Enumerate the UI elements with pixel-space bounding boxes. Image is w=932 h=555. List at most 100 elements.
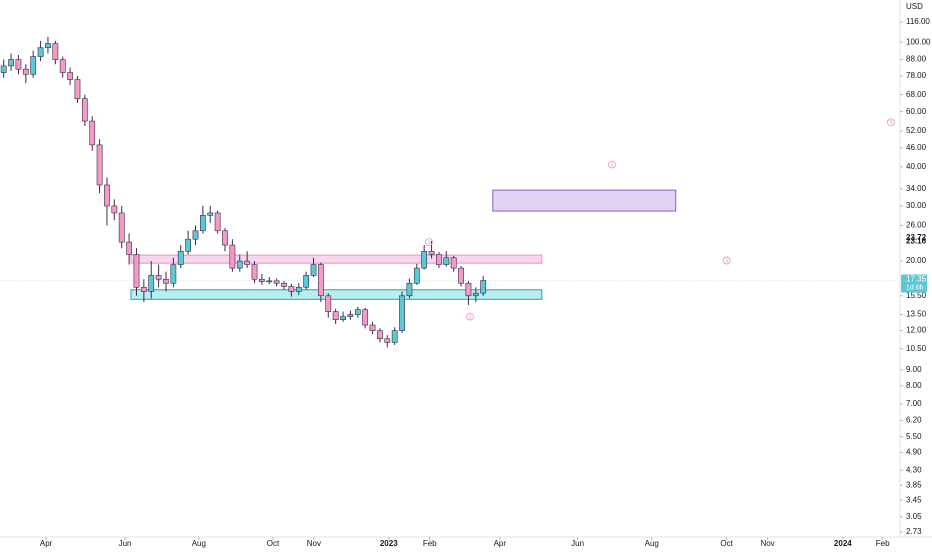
- x-tick-label: Jun: [571, 539, 584, 548]
- annotation-circle: [722, 256, 731, 265]
- current-price-label: 17.35: [906, 275, 927, 284]
- y-tick-label: 88.00: [906, 55, 927, 64]
- candle-body: [37, 47, 44, 57]
- candle-body: [52, 43, 59, 60]
- candle-body: [8, 59, 14, 67]
- x-tick-label: 2024: [834, 539, 852, 548]
- x-tick-label: Aug: [645, 539, 659, 548]
- candle-body: [340, 316, 346, 321]
- y-tick-label: 12.00: [906, 326, 927, 335]
- candle-body: [458, 267, 464, 284]
- candle-body: [332, 311, 339, 321]
- candle-body: [384, 338, 391, 343]
- candle-body: [362, 309, 369, 326]
- candle-body: [354, 309, 361, 315]
- candle-body: [96, 144, 103, 186]
- candle-body: [155, 275, 162, 280]
- x-tick-label: Apr: [40, 539, 53, 548]
- candle-body: [295, 286, 302, 292]
- candle-body: [163, 278, 169, 284]
- candle-body: [236, 260, 243, 269]
- y-tick-label: 15.50: [906, 291, 927, 300]
- y-tick-label: 116.00: [906, 17, 930, 26]
- y-tick-label: 2.73: [906, 527, 922, 536]
- current-price-countdown: 1d 6h: [906, 284, 924, 291]
- candle-body: [30, 56, 37, 75]
- y-tick-label: 3.85: [906, 480, 922, 489]
- x-tick-label: Feb: [423, 539, 437, 548]
- annotation-label: 3: [611, 162, 614, 168]
- candle-body: [192, 230, 199, 240]
- y-tick-label: 30.00: [906, 201, 927, 210]
- y-tick-label: 9.00: [906, 365, 922, 374]
- y-tick-label: 20.00: [906, 256, 927, 265]
- candle-body: [428, 250, 435, 255]
- candle-body: [89, 120, 96, 146]
- candle-body: [0, 65, 7, 73]
- candle-body: [207, 212, 214, 216]
- candle-body: [126, 241, 132, 255]
- y-tick-label: 26.00: [906, 221, 927, 230]
- annotation-circle: [466, 312, 474, 321]
- candle-body: [118, 212, 125, 243]
- candle-body: [369, 324, 376, 331]
- y-tick-label: 3.45: [906, 495, 922, 504]
- candle-body: [318, 264, 324, 297]
- candle-body: [480, 280, 487, 294]
- x-tick-label: 2023: [380, 539, 398, 548]
- x-tick-label: Aug: [192, 539, 206, 548]
- annotation-circle: [425, 238, 433, 247]
- zone: [130, 289, 543, 300]
- y-tick-label: 4.30: [906, 465, 922, 474]
- zone: [492, 189, 677, 212]
- candle-body: [273, 280, 280, 284]
- candle-body: [214, 212, 221, 232]
- candle-body: [59, 59, 66, 73]
- candle-body: [266, 280, 273, 283]
- y-tick-label: 100.00: [906, 37, 931, 46]
- x-tick-label: Feb: [876, 539, 890, 548]
- y-tick-label: 7.00: [906, 399, 922, 408]
- candle-body: [67, 72, 73, 80]
- annotation-circle: [608, 160, 616, 169]
- y-tick-label: 68.00: [906, 90, 927, 99]
- candle-body: [229, 244, 236, 269]
- candle-body: [199, 215, 206, 232]
- x-tick-label: Nov: [760, 539, 774, 548]
- candle-body: [443, 257, 450, 265]
- price-label: 23.16: [906, 236, 927, 245]
- candle-body: [140, 286, 147, 292]
- candle-body: [170, 264, 177, 284]
- y-tick-label: 4.90: [906, 448, 922, 457]
- x-tick-label: Oct: [267, 539, 280, 548]
- y-tick-label: 78.00: [906, 71, 927, 80]
- candle-body: [450, 257, 457, 269]
- annotation-label: 5: [889, 120, 892, 126]
- price-label: 23.72: [906, 233, 927, 242]
- x-tick-label: Oct: [720, 539, 733, 548]
- candle-body: [399, 295, 405, 331]
- y-tick-label: 46.00: [906, 143, 927, 152]
- candle-body: [244, 260, 251, 265]
- candle-body: [74, 79, 81, 100]
- current-price-badge: [901, 274, 927, 293]
- y-tick-label: 10.50: [906, 344, 927, 353]
- y-tick-label: 34.00: [906, 184, 927, 193]
- candle-body: [148, 275, 155, 292]
- y-tick-label: 40.00: [906, 162, 927, 171]
- y-tick-label: 13.50: [906, 310, 927, 319]
- x-tick-label: Jun: [119, 539, 132, 548]
- annotation-label: 2: [469, 314, 472, 320]
- candle-body: [222, 230, 228, 246]
- y-tick-label: 3.05: [906, 512, 922, 521]
- candle-body: [133, 254, 140, 288]
- y-tick-label: 60.00: [906, 107, 927, 116]
- candle-body: [347, 314, 354, 317]
- y-tick-label: 52.00: [906, 126, 927, 135]
- y-tick-label: 5.50: [906, 432, 922, 441]
- axis-unit: USD: [906, 2, 923, 11]
- candle-body: [421, 250, 428, 269]
- y-tick-label: 6.20: [906, 416, 922, 425]
